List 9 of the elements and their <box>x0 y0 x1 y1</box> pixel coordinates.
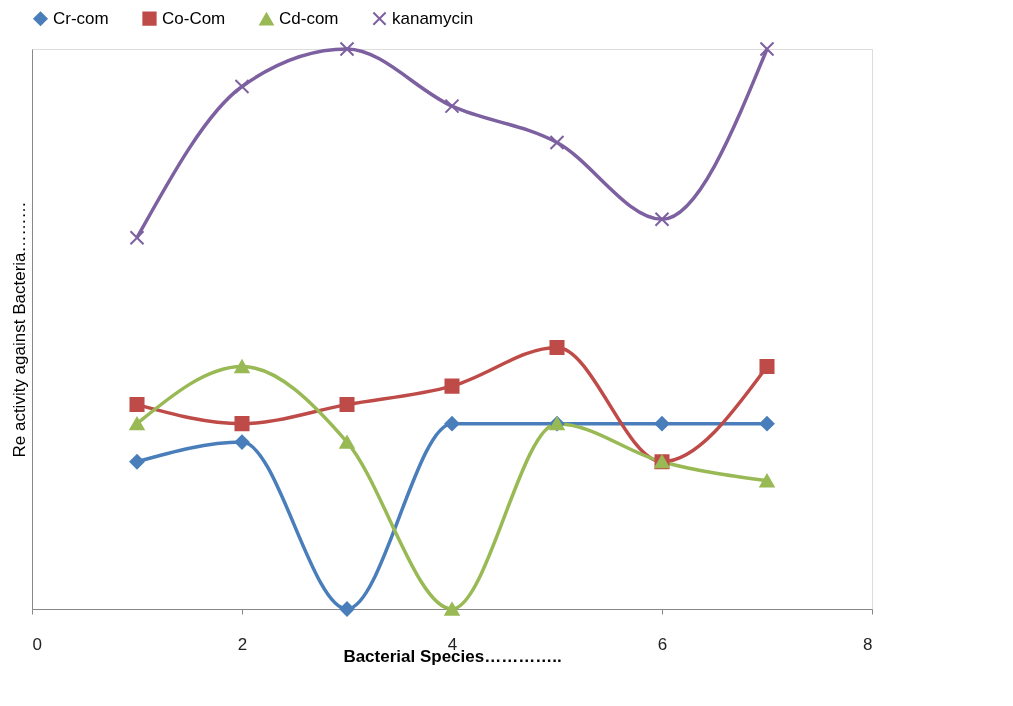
legend-label: kanamycin <box>392 8 474 28</box>
legend-label: Cr-com <box>53 8 109 28</box>
legend-label: Cd-com <box>279 9 339 29</box>
x-tick-label: 0 <box>32 634 42 654</box>
legend-label: Co-Com <box>162 8 226 28</box>
y-axis-title: Re activity against Bacteria……… <box>9 201 29 458</box>
x-tick-label: 6 <box>657 634 668 654</box>
x-tick-label: 2 <box>237 634 248 654</box>
x-tick-label: 8 <box>863 634 873 654</box>
